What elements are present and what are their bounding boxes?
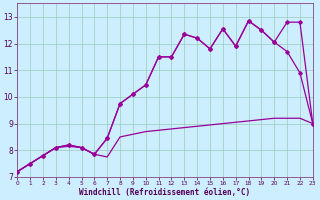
- X-axis label: Windchill (Refroidissement éolien,°C): Windchill (Refroidissement éolien,°C): [79, 188, 251, 197]
